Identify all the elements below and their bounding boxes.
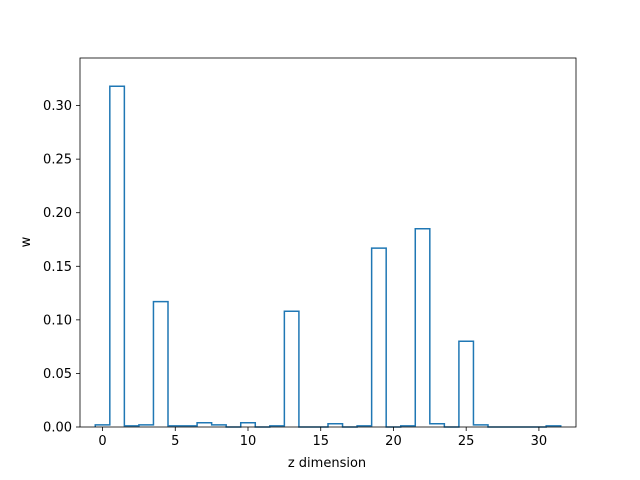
- x-tick-label: 30: [531, 434, 548, 449]
- y-tick-label: 0.15: [43, 260, 72, 275]
- histogram-bar: [284, 311, 299, 427]
- x-tick-label: 25: [458, 434, 475, 449]
- x-tick-label: 20: [385, 434, 402, 449]
- y-tick-label: 0.30: [43, 99, 72, 114]
- histogram-bar: [430, 424, 445, 427]
- y-tick-label: 0.00: [43, 421, 72, 436]
- histogram-bar: [241, 423, 256, 427]
- histogram-bar: [197, 423, 212, 427]
- y-tick-label: 0.05: [43, 367, 72, 382]
- y-tick-label: 0.20: [43, 206, 72, 221]
- axes: 0 5 10 15 20 25 30 0.00 0.05 0.10 0.15 0.20 0.25 0.30: [43, 57, 577, 449]
- x-tick-label: 0: [98, 434, 106, 449]
- x-axis-label: z dimension: [288, 456, 366, 471]
- histogram-bar: [110, 86, 125, 427]
- y-axis-label: w: [19, 236, 34, 247]
- x-tick-label: 15: [312, 434, 329, 449]
- y-tick-label: 0.25: [43, 153, 72, 168]
- histogram-bar: [328, 424, 343, 427]
- histogram-bar: [372, 248, 387, 427]
- y-tick-label: 0.10: [43, 313, 72, 328]
- histogram-bar: [153, 302, 168, 427]
- axes-frame: [79, 57, 577, 428]
- histogram-bar: [459, 341, 474, 427]
- x-tick-label: 10: [240, 434, 257, 449]
- x-tick-label: 5: [171, 434, 179, 449]
- histogram-bar: [415, 229, 430, 427]
